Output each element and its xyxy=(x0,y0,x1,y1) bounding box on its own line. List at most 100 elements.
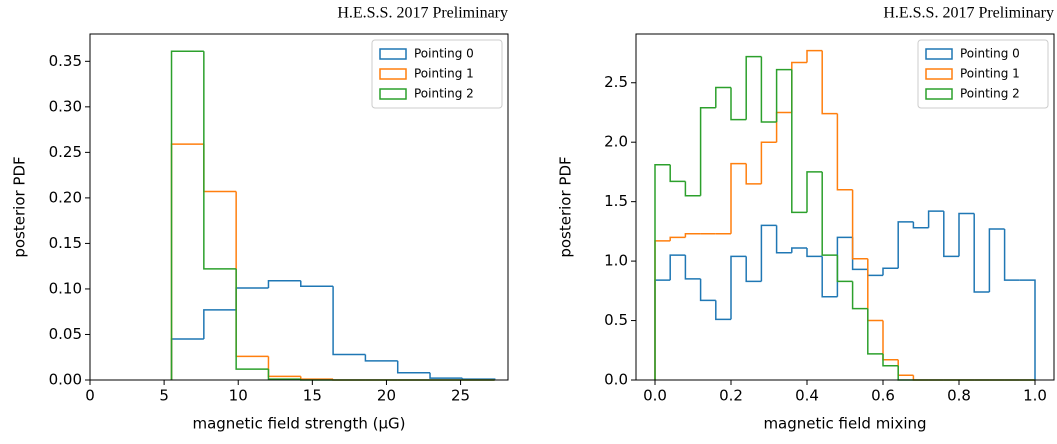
histogram-step xyxy=(170,338,204,380)
x-tick-label: 5 xyxy=(159,387,169,405)
y-tick-label: 0.15 xyxy=(49,234,82,252)
histogram-step xyxy=(988,228,1005,293)
y-tick-label: 0.05 xyxy=(49,325,82,343)
x-tick-label: 0.0 xyxy=(643,387,667,405)
histogram-step xyxy=(897,221,914,269)
y-tick-label: 0.10 xyxy=(49,279,82,297)
x-tick-label: 0 xyxy=(85,387,95,405)
legend-swatch xyxy=(925,68,953,80)
histogram-step xyxy=(836,113,853,191)
histogram-step xyxy=(170,50,204,380)
histogram-step xyxy=(791,69,807,214)
histogram-step xyxy=(1019,279,1036,380)
histogram-step xyxy=(654,164,671,380)
histogram-step xyxy=(684,233,701,238)
axes-frame xyxy=(635,33,1055,381)
histogram-step xyxy=(730,162,747,234)
histogram-step xyxy=(300,280,334,287)
legend-label: Pointing 2 xyxy=(960,87,1020,101)
legend-label: Pointing 0 xyxy=(960,47,1020,61)
histogram-step xyxy=(806,49,823,63)
y-axis-label: posterior PDF xyxy=(11,156,29,257)
x-tick-label: 0.4 xyxy=(795,387,819,405)
x-tick-label: 0.2 xyxy=(719,387,743,405)
histogram-step xyxy=(203,51,237,270)
histogram-step xyxy=(332,286,366,356)
histogram-step xyxy=(897,365,914,381)
histogram-step xyxy=(730,255,747,320)
chart-title: H.E.S.S. 2017 Preliminary xyxy=(883,5,1054,22)
histogram-step xyxy=(851,281,868,310)
x-tick-label: 15 xyxy=(303,387,322,405)
histogram-step xyxy=(958,212,975,257)
histogram-step xyxy=(235,287,269,310)
legend-swatch xyxy=(379,68,407,80)
histogram-step xyxy=(684,255,701,280)
y-tick-label: 0.20 xyxy=(49,188,82,206)
histogram-step xyxy=(973,213,990,293)
histogram-step xyxy=(867,269,883,277)
histogram-step xyxy=(684,181,701,197)
histogram-step xyxy=(429,372,463,379)
histogram-step xyxy=(699,278,716,302)
y-tick-label: 2.0 xyxy=(604,133,628,151)
histogram-step xyxy=(267,280,301,289)
y-tick-label: 1.0 xyxy=(604,252,628,270)
x-tick-label: 25 xyxy=(451,387,470,405)
histogram-step xyxy=(203,309,237,340)
histogram-step xyxy=(867,258,883,322)
histogram-step xyxy=(745,55,762,120)
histogram-step xyxy=(821,171,838,256)
histogram-step xyxy=(235,268,269,370)
y-tick-label: 1.5 xyxy=(604,192,628,210)
histogram-step xyxy=(806,171,823,213)
chart-title: H.E.S.S. 2017 Preliminary xyxy=(337,5,508,22)
histogram-step xyxy=(300,376,334,380)
histogram-step xyxy=(882,267,899,276)
histogram-step xyxy=(791,247,807,253)
histogram-step xyxy=(851,189,868,260)
legend-label: Pointing 2 xyxy=(414,87,474,101)
legend-box xyxy=(917,39,1049,109)
histogram-step xyxy=(267,369,301,380)
histogram-step xyxy=(775,225,792,254)
histogram-step xyxy=(806,248,823,258)
histogram-step xyxy=(699,106,716,196)
histogram-step xyxy=(669,254,686,281)
histogram-step xyxy=(760,141,777,184)
histogram-step xyxy=(897,359,914,376)
histogram-step xyxy=(791,61,807,113)
y-tick-label: 0.0 xyxy=(604,371,628,389)
legend-box xyxy=(371,39,503,109)
y-tick-label: 0.35 xyxy=(49,52,82,70)
legend-label: Pointing 1 xyxy=(414,67,474,81)
histogram-step xyxy=(775,111,792,143)
histogram-step xyxy=(170,143,204,380)
histogram-step xyxy=(882,353,899,367)
histogram-step xyxy=(745,163,762,185)
histogram-step xyxy=(912,221,929,229)
histogram-step xyxy=(867,308,883,355)
histogram-step xyxy=(836,255,853,283)
legend-swatch xyxy=(925,48,953,60)
legend-swatch xyxy=(379,88,407,100)
histogram-step xyxy=(730,87,747,121)
histogram-step xyxy=(836,236,853,297)
y-tick-label: 0.5 xyxy=(604,311,628,329)
y-tick-label: 0.00 xyxy=(49,371,82,389)
histogram-step xyxy=(203,144,237,193)
histogram-step xyxy=(654,240,671,380)
y-tick-label: 0.25 xyxy=(49,143,82,161)
histogram-step xyxy=(760,56,777,123)
y-tick-label: 0.30 xyxy=(49,97,82,115)
histogram-step xyxy=(669,164,686,183)
histogram-step xyxy=(775,68,792,122)
histogram-step xyxy=(364,354,398,362)
y-axis-label: posterior PDF xyxy=(557,156,575,257)
x-tick-label: 0.8 xyxy=(947,387,971,405)
histogram-step xyxy=(669,236,686,241)
histogram-step xyxy=(267,356,301,378)
y-tick-label: 2.5 xyxy=(604,73,628,91)
histogram-step xyxy=(1003,228,1020,281)
